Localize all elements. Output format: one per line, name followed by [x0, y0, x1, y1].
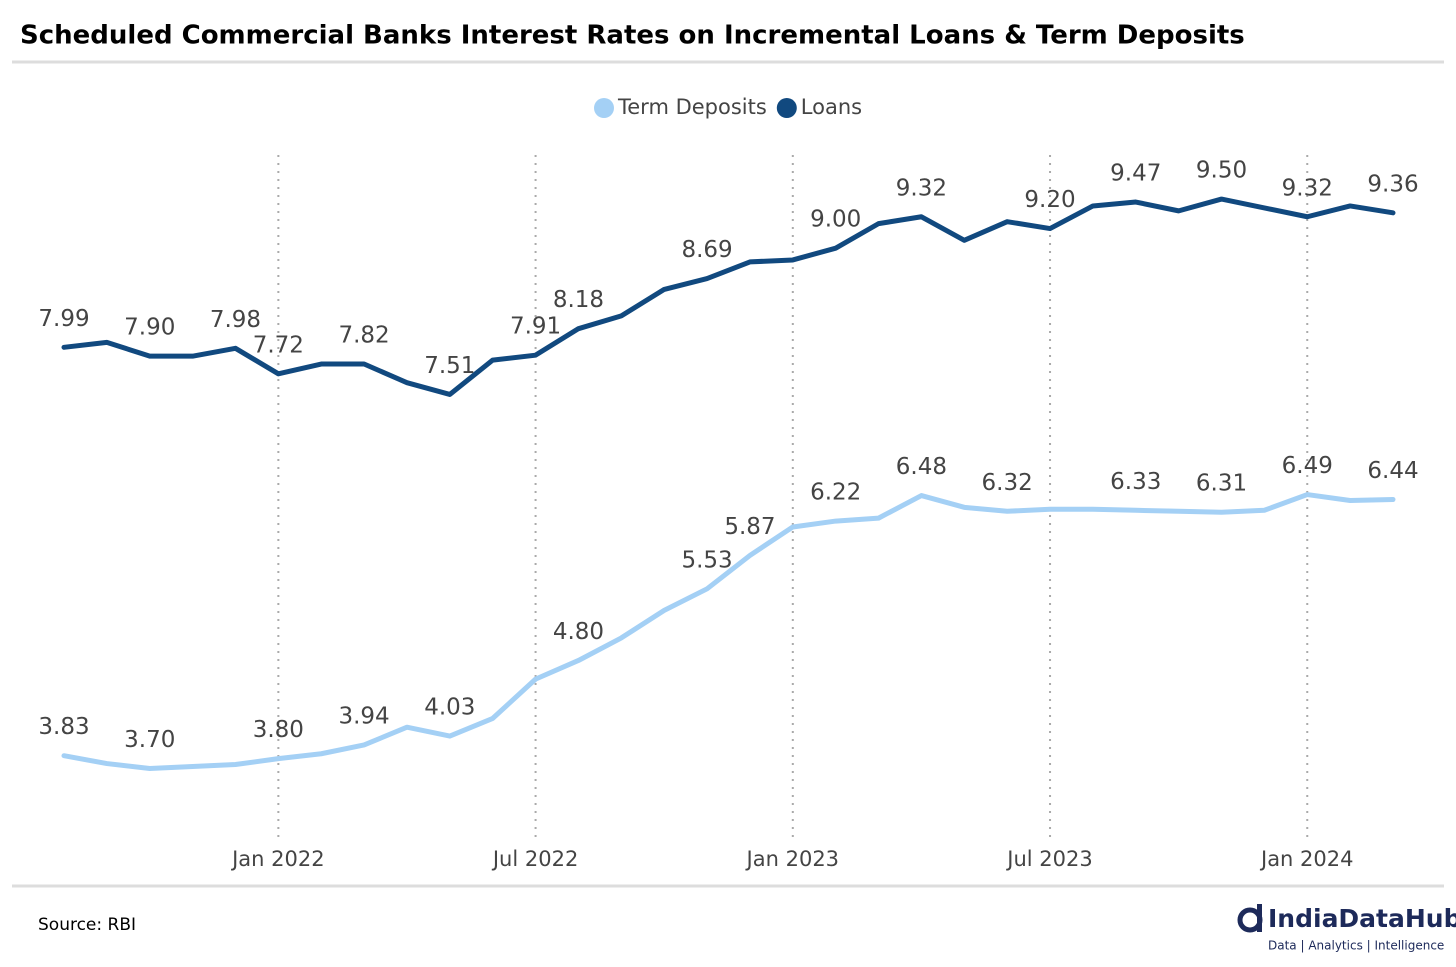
x-tick-label: Jul 2022: [491, 847, 578, 871]
data-label: 5.87: [724, 514, 775, 540]
series-line: [61, 196, 1396, 397]
data-label: 6.32: [982, 470, 1033, 496]
data-label: 9.32: [896, 175, 947, 201]
data-label: 7.51: [424, 353, 475, 379]
legend-swatch: [776, 98, 797, 118]
data-label: 6.22: [810, 480, 861, 506]
chart-title: Scheduled Commercial Banks Interest Rate…: [20, 21, 1245, 51]
brand-tagline: Data | Analytics | Intelligence: [1268, 939, 1444, 953]
legend-swatch: [594, 98, 614, 118]
logo-icon: [1257, 904, 1262, 932]
data-label: 7.82: [338, 323, 389, 349]
data-label: 7.90: [124, 315, 175, 341]
legend-label: Loans: [801, 95, 862, 119]
data-label: 3.70: [124, 727, 175, 753]
brand: IndiaDataHub: [1268, 904, 1456, 933]
data-label: 9.47: [1110, 161, 1161, 187]
data-label: 7.99: [38, 306, 89, 332]
data-label: 4.80: [553, 619, 604, 645]
data-label: 7.91: [510, 314, 561, 340]
data-label: 5.53: [681, 547, 732, 573]
data-label: 3.94: [338, 703, 389, 729]
data-label: 3.83: [38, 714, 89, 740]
data-label: 6.31: [1196, 471, 1247, 497]
data-label: 3.80: [253, 717, 304, 743]
data-label: 6.33: [1110, 469, 1161, 495]
data-label: 9.32: [1282, 175, 1333, 201]
x-tick-label: Jan 2022: [230, 847, 325, 871]
data-label: 4.03: [424, 695, 475, 721]
x-tick-label: Jan 2024: [1259, 847, 1354, 871]
logo: IndiaDataHub Data | Analytics | Intellig…: [1237, 904, 1456, 953]
data-label: 9.50: [1196, 158, 1247, 184]
legend-label: Term Deposits: [617, 95, 767, 119]
data-label: 8.69: [681, 237, 732, 263]
data-label: 6.44: [1367, 458, 1418, 484]
data-label: 8.18: [553, 287, 604, 313]
data-label: 6.48: [896, 454, 947, 480]
data-label: 9.20: [1024, 187, 1075, 213]
data-label: 6.49: [1282, 453, 1333, 479]
series-line: [61, 492, 1396, 771]
data-label: 9.00: [810, 207, 861, 233]
x-tick-label: Jan 2023: [745, 847, 840, 871]
legend: Term Deposits Loans: [594, 95, 862, 119]
data-label: 9.36: [1367, 171, 1418, 197]
data-label: 7.98: [210, 307, 261, 333]
x-tick-label: Jul 2023: [1005, 847, 1092, 871]
source: Source: RBI: [38, 915, 136, 935]
data-label: 7.72: [253, 332, 304, 358]
